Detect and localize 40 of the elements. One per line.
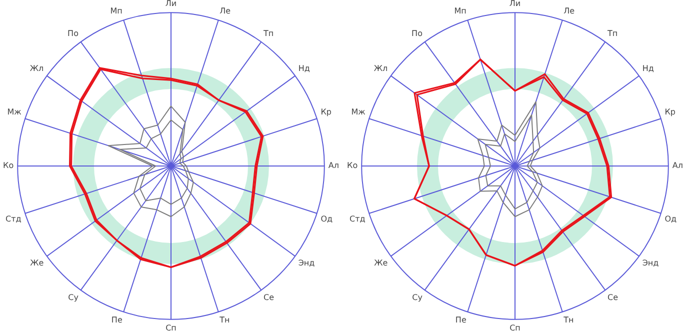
spoke-label: Од xyxy=(664,214,677,224)
spoke-label: Се xyxy=(608,293,618,302)
spoke-label: Пе xyxy=(455,316,466,325)
spoke-label: Тн xyxy=(562,316,574,325)
spoke-label: Энд xyxy=(642,258,660,268)
spoke-label: Кр xyxy=(664,108,676,117)
spoke-label: Нд xyxy=(642,64,654,73)
spoke-label: Су xyxy=(68,293,79,302)
spoke-label: Мп xyxy=(110,6,122,16)
spoke-label: Стд xyxy=(6,214,22,224)
spoke-label: Ал xyxy=(328,161,339,170)
spoke-label: Се xyxy=(264,293,274,302)
spoke-label: Энд xyxy=(298,258,316,268)
spoke-label: Су xyxy=(412,293,423,302)
spoke-label: Мж xyxy=(7,108,22,117)
spoke-label: Тп xyxy=(262,28,274,38)
spoke-label: Кр xyxy=(320,108,332,117)
spoke-label: Ал xyxy=(672,161,683,170)
spoke-label: Сп xyxy=(166,323,176,332)
spoke-label: Мж xyxy=(351,108,366,117)
spoke-label: Ко xyxy=(347,161,358,170)
spoke-label: Нд xyxy=(298,64,310,73)
spoke-label: Од xyxy=(320,214,333,224)
spoke-label: Тп xyxy=(606,28,618,38)
spoke-label: Же xyxy=(374,258,388,268)
spoke-label: Жл xyxy=(30,64,44,73)
spoke-label: Жл xyxy=(374,64,388,73)
spoke-label: Же xyxy=(30,258,44,268)
spoke-label: Мп xyxy=(454,6,466,16)
spoke-label: Ле xyxy=(564,6,575,16)
spoke-label: Ли xyxy=(509,0,521,8)
spoke-label: Ли xyxy=(165,0,177,8)
spoke-label: Ко xyxy=(3,161,14,170)
spoke-label: Тн xyxy=(218,316,230,325)
spoke-label: По xyxy=(412,28,423,38)
spoke-label: Стд xyxy=(350,214,366,224)
spoke-label: По xyxy=(68,28,79,38)
spoke-label: Пе xyxy=(111,316,122,325)
spoke-label: Сп xyxy=(510,323,520,332)
spoke-label: Ле xyxy=(220,6,231,16)
